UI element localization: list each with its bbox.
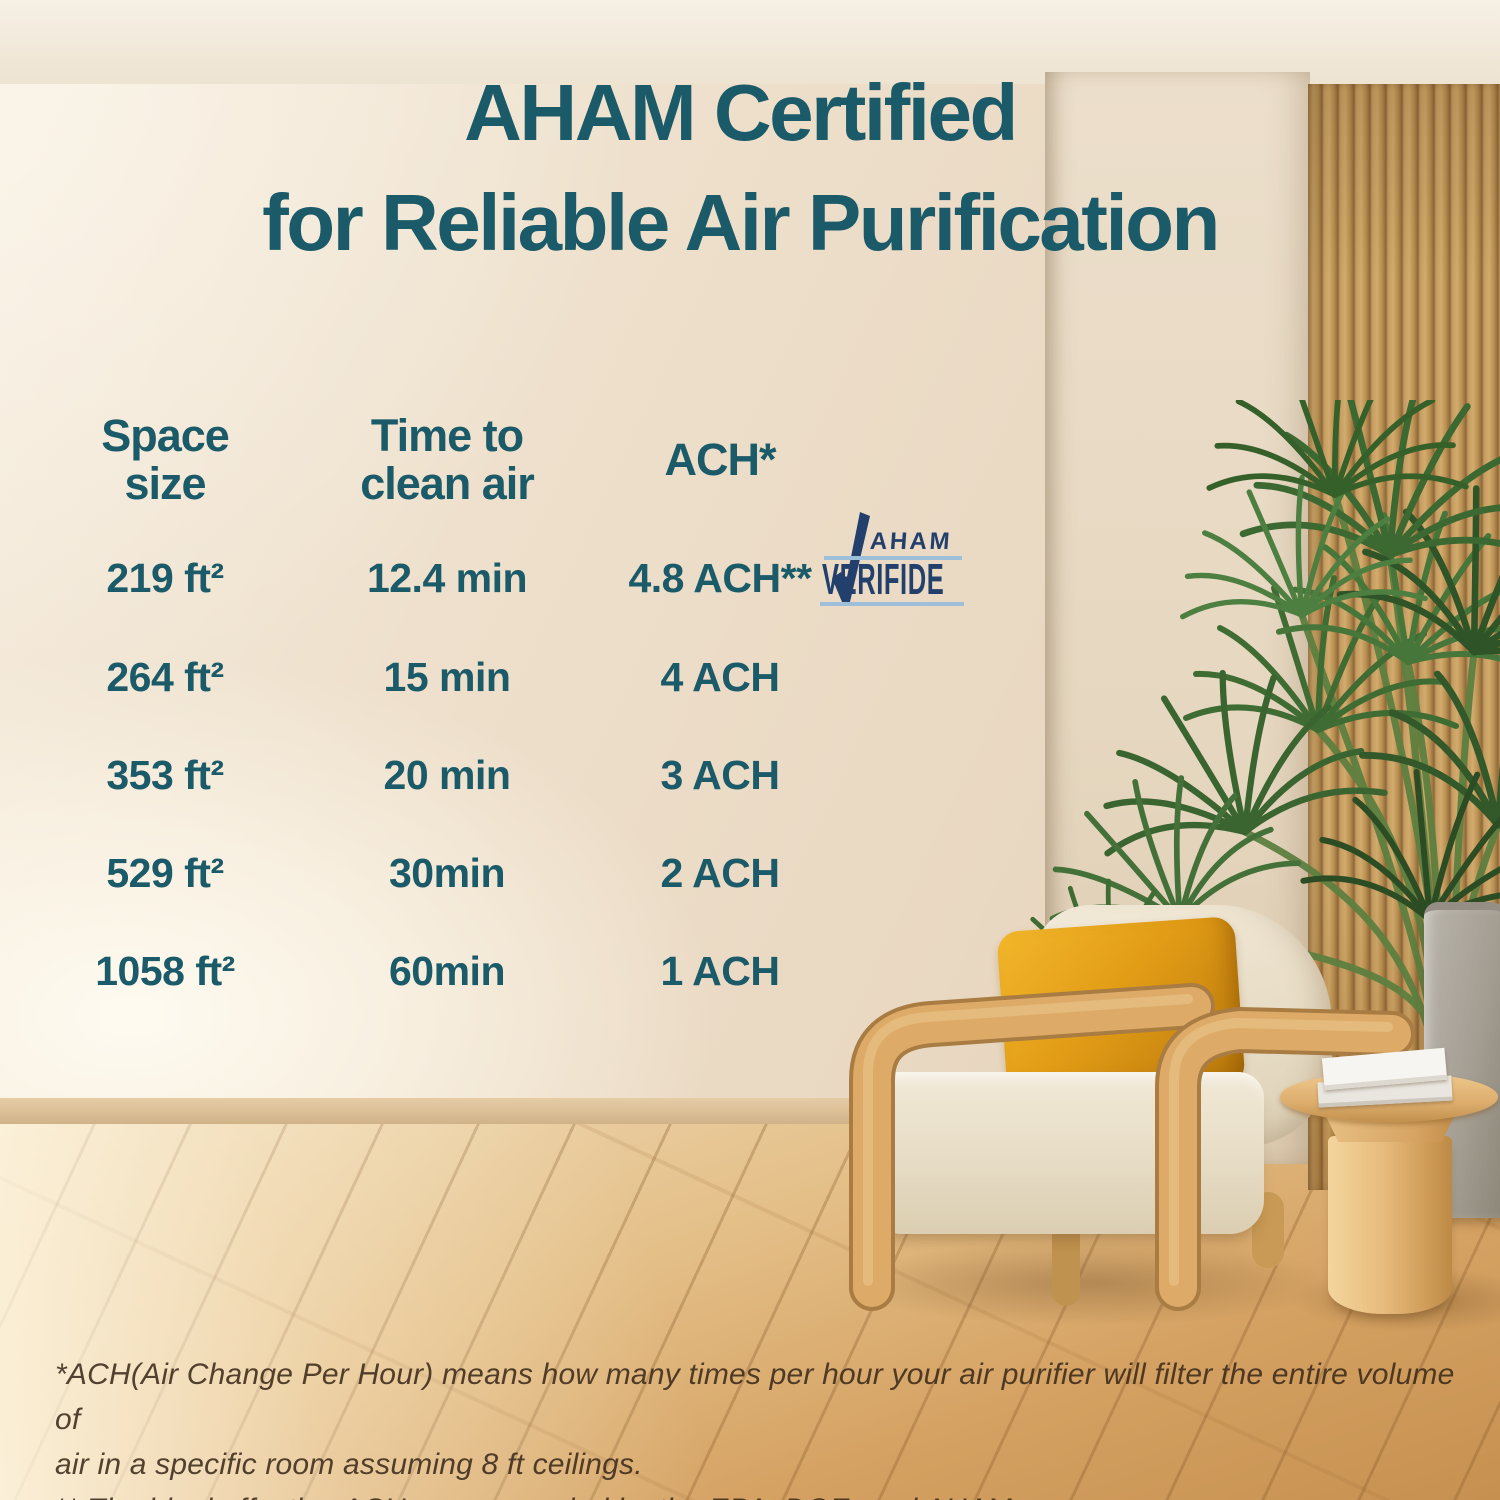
badge-rule-bottom	[820, 602, 964, 606]
clean-time-value: 30min	[389, 850, 506, 896]
clean-time-value: 20 min	[383, 752, 511, 798]
footnotes: *ACH(Air Change Per Hour) means how many…	[55, 1352, 1465, 1500]
clean-time-value: 12.4 min	[366, 555, 528, 601]
header-space-size: Space size	[101, 410, 230, 509]
badge-rule-top	[824, 556, 962, 560]
space-size-value: 219 ft²	[106, 555, 224, 601]
table-row: 1058 ft² 60min 1 ACH	[0, 945, 900, 997]
clean-time-value: 60min	[389, 948, 506, 994]
chair-floor-shadow	[838, 1240, 1338, 1326]
badge-brand-text: AHAM	[869, 528, 953, 555]
space-size-value: 1058 ft²	[95, 948, 235, 994]
footnote-line-3: ** The ideal effective ACH recommended b…	[55, 1487, 1465, 1500]
badge-mark-text: VERIFIDE	[822, 555, 945, 604]
title-line-1: AHAM Certified	[464, 68, 1018, 157]
ach-value: 3 ACH	[660, 752, 781, 798]
table-row: 264 ft² 15 min 4 ACH	[0, 651, 900, 703]
clean-time-value: 15 min	[383, 654, 511, 700]
aham-verifide-badge: AHAM VERIFIDE	[812, 500, 987, 622]
ach-value: 4 ACH	[660, 654, 781, 700]
header-ach: ACH*	[664, 434, 776, 485]
armchair-seat	[868, 1072, 1264, 1234]
ach-value: 4.8 ACH**	[628, 555, 812, 601]
footnote-line-2: air in a specific room assuming 8 ft cei…	[55, 1448, 643, 1481]
space-size-value: 353 ft²	[106, 752, 224, 798]
title-line-2: for Reliable Air Purification	[262, 178, 1220, 267]
space-size-value: 264 ft²	[106, 654, 224, 700]
footnote-line-1: *ACH(Air Change Per Hour) means how many…	[55, 1358, 1455, 1436]
table-row: 529 ft² 30min 2 ACH	[0, 847, 900, 899]
table-row: 353 ft² 20 min 3 ACH	[0, 749, 900, 801]
table-row: 219 ft² 12.4 min 4.8 ACH**	[0, 552, 900, 604]
space-size-value: 529 ft²	[106, 850, 224, 896]
ach-value: 1 ACH	[660, 948, 781, 994]
page-title: AHAM Certified for Reliable Air Purifica…	[0, 58, 1480, 278]
side-table-pedestal	[1328, 1136, 1452, 1314]
ach-value: 2 ACH	[660, 850, 781, 896]
header-time-to-clean-air: Time to clean air	[360, 410, 535, 509]
